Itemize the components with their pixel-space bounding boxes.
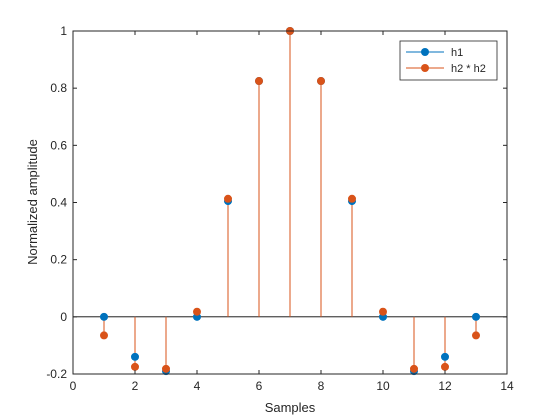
y-tick-label: 0 <box>60 310 67 324</box>
y-tick-label: 0.8 <box>50 81 67 95</box>
stem-marker <box>379 307 387 316</box>
stem-marker <box>193 307 201 316</box>
y-tick-label: 0.6 <box>50 138 67 152</box>
y-tick-label: -0.2 <box>46 367 67 381</box>
x-axis-label: Samples <box>265 400 316 415</box>
legend: h1 h2 * h2 <box>399 40 498 81</box>
x-tick-label: 14 <box>500 379 514 393</box>
x-tick-label: 10 <box>376 379 390 393</box>
stem-marker <box>100 312 108 321</box>
legend-marker <box>421 64 429 72</box>
x-axis-ticks: 0 2 4 6 8 10 12 14 <box>70 31 514 393</box>
x-tick-label: 12 <box>438 379 452 393</box>
stem-marker <box>317 77 325 86</box>
stem-marker <box>348 194 356 203</box>
legend-box <box>399 40 498 81</box>
stem-marker <box>100 331 108 340</box>
stem-marker <box>224 194 232 203</box>
x-tick-label: 6 <box>256 379 263 393</box>
stem-marker <box>131 362 139 371</box>
y-axis-ticks: -0.2 0 0.2 0.4 0.6 0.8 1 <box>46 24 507 381</box>
legend-label: h1 <box>451 47 463 59</box>
stem-marker <box>441 362 449 371</box>
stem-marker <box>255 77 263 86</box>
stem-marker <box>131 352 139 361</box>
stem-marker <box>472 312 480 321</box>
y-tick-label: 0.4 <box>50 196 67 210</box>
stem-markers <box>100 27 480 376</box>
x-tick-label: 8 <box>318 379 325 393</box>
stem-marker <box>472 331 480 340</box>
stem-marker <box>162 364 170 373</box>
x-tick-label: 2 <box>132 379 139 393</box>
y-tick-label: 1 <box>60 24 67 38</box>
y-axis-label: Normalized amplitude <box>25 139 40 265</box>
y-tick-label: 0.2 <box>50 253 67 267</box>
legend-marker <box>421 48 429 56</box>
legend-label: h2 * h2 <box>451 63 486 75</box>
x-tick-label: 4 <box>194 379 201 393</box>
x-tick-label: 0 <box>70 379 77 393</box>
stem-marker <box>441 352 449 361</box>
stem-marker <box>410 364 418 373</box>
